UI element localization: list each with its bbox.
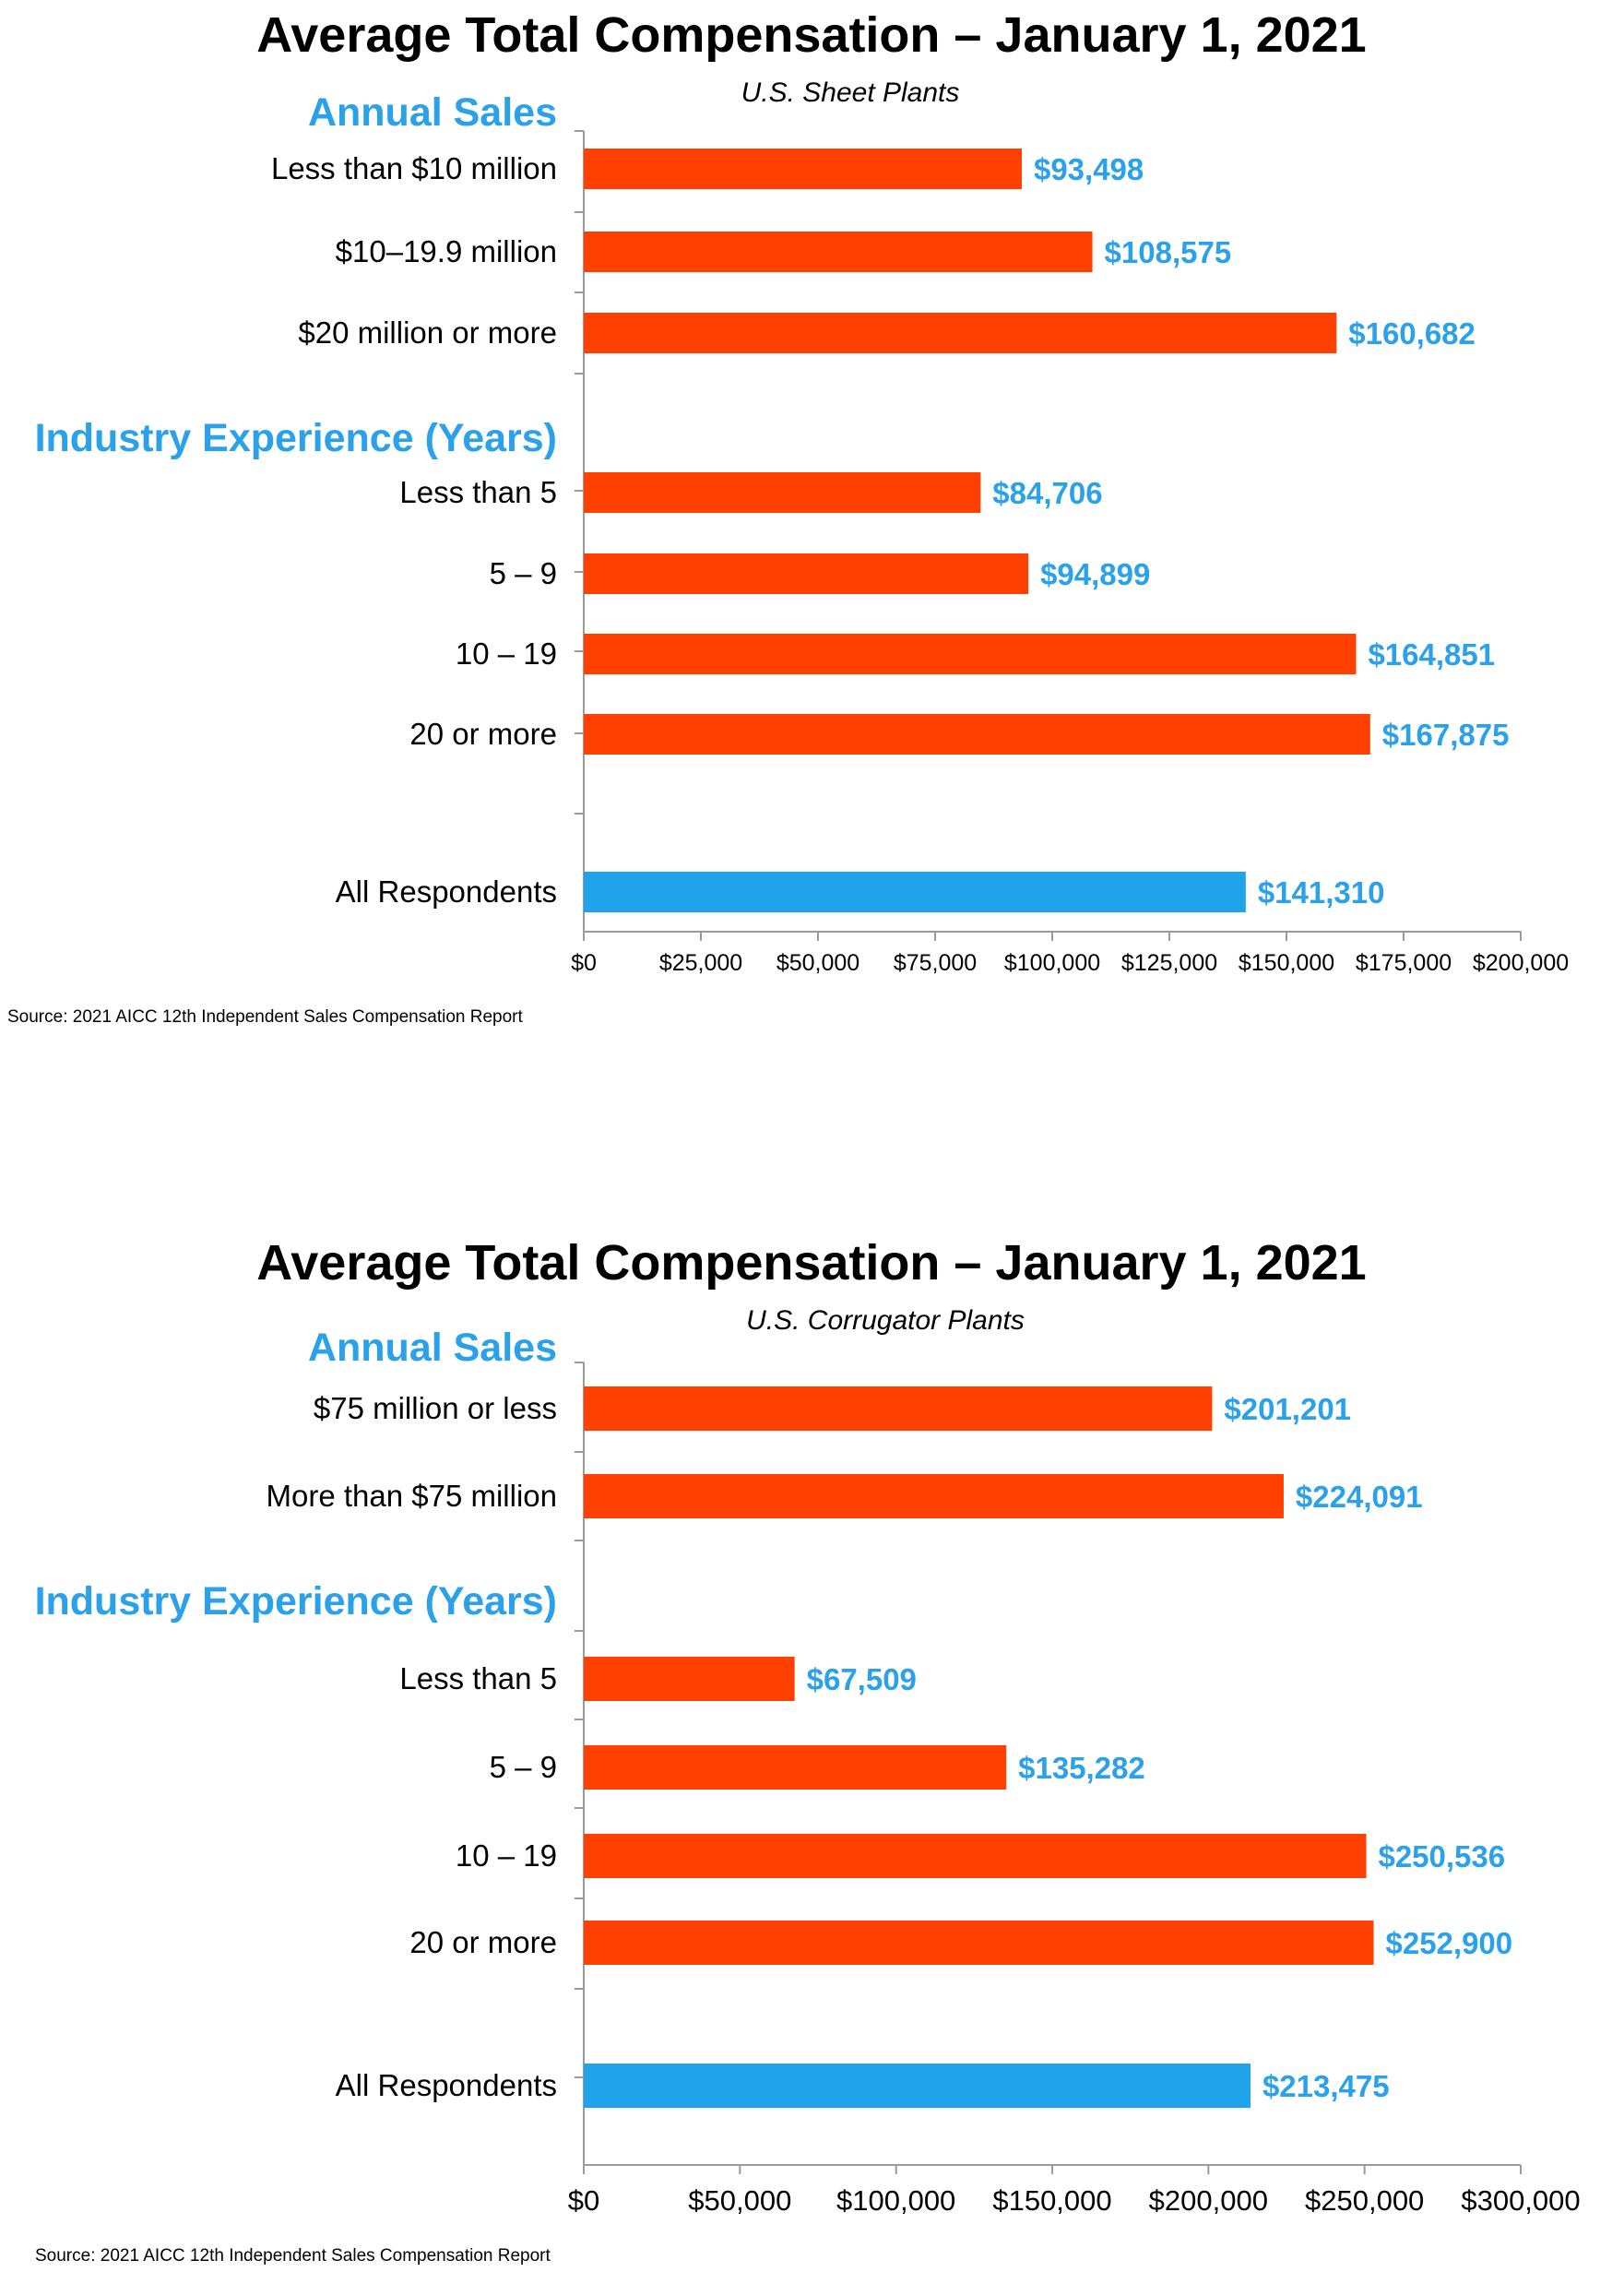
x-tick-label: $75,000	[894, 950, 977, 976]
bar	[584, 714, 1370, 755]
group-header: Industry Experience (Years)	[35, 416, 557, 460]
category-label: 10 – 19	[456, 1838, 557, 1873]
bar	[584, 313, 1337, 353]
total-bar	[584, 872, 1246, 912]
bar	[584, 1834, 1367, 1878]
bar	[584, 1474, 1284, 1518]
x-tick-label: $250,000	[1305, 2184, 1424, 2217]
category-label: $10–19.9 million	[336, 234, 557, 268]
x-tick-label: $200,000	[1149, 2184, 1268, 2217]
x-tick-label: $25,000	[659, 950, 742, 976]
data-label: $164,851	[1368, 637, 1495, 672]
x-tick-label: $50,000	[688, 2184, 791, 2217]
category-label: 5 – 9	[490, 556, 557, 590]
x-tick-label: $200,000	[1473, 950, 1569, 976]
data-label: $160,682	[1348, 316, 1476, 351]
bar	[584, 553, 1029, 594]
data-label: $84,706	[992, 476, 1102, 510]
source-note: Source: 2021 AICC 12th Independent Sales…	[35, 2246, 551, 2266]
category-label: All Respondents	[336, 874, 557, 909]
category-label: 5 – 9	[490, 1750, 557, 1784]
bar	[584, 634, 1357, 674]
group-header: Annual Sales	[308, 1326, 557, 1370]
corrugator-plants-chart: Average Total Compensation – January 1, …	[35, 1235, 1581, 2266]
data-label: $141,310	[1258, 875, 1385, 910]
category-label: 10 – 19	[456, 636, 557, 671]
data-label: $213,475	[1262, 2069, 1390, 2103]
bar	[584, 1921, 1374, 1965]
bar	[584, 1657, 795, 1701]
bar	[584, 472, 981, 513]
x-tick-label: $0	[568, 2184, 599, 2217]
category-label: 20 or more	[409, 717, 557, 751]
data-label: $93,498	[1034, 152, 1144, 186]
x-tick-label: $300,000	[1461, 2184, 1580, 2217]
chart-title: Average Total Compensation – January 1, …	[256, 1235, 1366, 1291]
x-tick-label: $150,000	[992, 2184, 1111, 2217]
category-label: Less than 5	[399, 475, 557, 509]
data-label: $135,282	[1018, 1751, 1145, 1785]
x-tick-label: $100,000	[836, 2184, 955, 2217]
source-note: Source: 2021 AICC 12th Independent Sales…	[7, 1007, 523, 1027]
x-tick-label: $175,000	[1356, 950, 1452, 976]
category-label: More than $75 million	[267, 1479, 558, 1513]
group-header: Annual Sales	[308, 90, 557, 135]
bar	[584, 1745, 1007, 1790]
data-label: $94,899	[1040, 557, 1150, 591]
bar	[584, 149, 1022, 189]
bar	[584, 232, 1093, 272]
sheet-plants-chart: Average Total Compensation – January 1, …	[7, 7, 1569, 1027]
data-label: $108,575	[1105, 235, 1232, 269]
data-label: $250,536	[1378, 1839, 1505, 1874]
category-label: All Respondents	[336, 2068, 557, 2102]
data-label: $252,900	[1385, 1926, 1512, 1960]
chart-subtitle: U.S. Corrugator Plants	[746, 1305, 1025, 1336]
data-label: $201,201	[1224, 1392, 1351, 1426]
data-label: $67,509	[807, 1662, 917, 1696]
category-label: $75 million or less	[314, 1391, 557, 1425]
chart-subtitle: U.S. Sheet Plants	[741, 77, 960, 108]
total-bar	[584, 2064, 1251, 2108]
chart-title: Average Total Compensation – January 1, …	[256, 7, 1366, 63]
category-label: 20 or more	[409, 1925, 557, 1959]
x-tick-label: $50,000	[776, 950, 859, 976]
x-tick-label: $100,000	[1004, 950, 1100, 976]
group-header: Industry Experience (Years)	[35, 1579, 557, 1624]
category-label: Less than 5	[399, 1661, 557, 1695]
category-label: $20 million or more	[298, 315, 557, 350]
category-label: Less than $10 million	[271, 151, 557, 185]
x-tick-label: $0	[571, 950, 597, 976]
x-tick-label: $125,000	[1121, 950, 1217, 976]
x-tick-label: $150,000	[1239, 950, 1334, 976]
data-label: $167,875	[1382, 718, 1510, 752]
data-label: $224,091	[1296, 1480, 1423, 1514]
bar	[584, 1386, 1213, 1431]
